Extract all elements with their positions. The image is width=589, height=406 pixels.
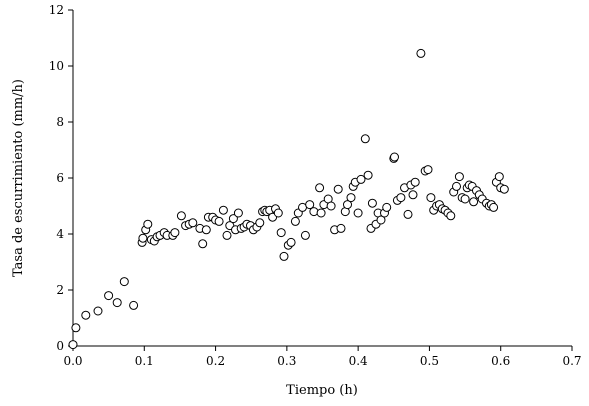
data-point — [68, 340, 78, 350]
y-tick-label: 4 — [56, 227, 64, 241]
data-point — [356, 174, 366, 184]
data-point — [129, 300, 139, 310]
data-point — [218, 205, 228, 215]
data-point — [222, 230, 232, 240]
data-point — [343, 200, 352, 210]
data-point — [214, 216, 224, 226]
data-point — [469, 197, 479, 207]
data-point — [273, 208, 283, 218]
data-point — [93, 306, 103, 316]
data-point — [410, 177, 420, 187]
x-tick-label: 0.5 — [420, 354, 439, 368]
data-point — [454, 172, 464, 182]
data-point — [300, 230, 310, 240]
x-ticks: 0.0 0.1 0.2 0.3 0.4 0.5 0.6 0.7 — [63, 346, 582, 368]
data-point — [360, 134, 370, 144]
data-point — [315, 183, 325, 193]
data-point — [426, 193, 436, 203]
data-point — [201, 225, 211, 235]
y-tick-label: 8 — [56, 115, 64, 129]
data-point — [188, 218, 198, 228]
data-point — [403, 209, 413, 219]
data-point — [143, 219, 153, 229]
y-tick-label: 2 — [56, 283, 64, 297]
data-point — [81, 310, 91, 320]
y-tick-label: 6 — [56, 171, 64, 185]
data-point — [390, 152, 399, 162]
x-tick-label: 0.6 — [491, 354, 510, 368]
data-point — [233, 208, 243, 218]
data-point — [452, 181, 461, 191]
data-point — [408, 190, 418, 200]
data-points — [68, 48, 509, 350]
data-point — [423, 165, 433, 175]
data-point — [305, 200, 315, 210]
data-point — [376, 215, 386, 225]
x-tick-label: 0.7 — [562, 354, 581, 368]
data-point — [446, 211, 456, 221]
data-point — [396, 193, 406, 203]
data-point — [290, 216, 300, 226]
data-point — [104, 291, 114, 301]
data-point — [336, 223, 346, 233]
x-tick-label: 0.0 — [63, 354, 82, 368]
data-point — [382, 202, 392, 212]
data-point — [276, 228, 286, 238]
data-point — [279, 251, 289, 261]
data-point — [494, 172, 504, 182]
x-axis-title: Tiempo (h) — [286, 383, 358, 398]
y-tick-label: 12 — [49, 3, 64, 17]
x-tick-label: 0.1 — [135, 354, 154, 368]
data-point — [71, 323, 81, 333]
x-tick-label: 0.4 — [349, 354, 368, 368]
data-point — [255, 218, 265, 228]
y-ticks: 0 2 4 6 8 10 12 — [49, 3, 73, 353]
x-tick-label: 0.2 — [206, 354, 225, 368]
data-point — [499, 184, 509, 194]
data-point — [346, 193, 356, 203]
data-point — [367, 198, 377, 208]
data-point — [460, 194, 470, 204]
y-tick-label: 10 — [49, 59, 64, 73]
data-point — [333, 184, 343, 194]
data-point — [176, 211, 186, 221]
data-point — [316, 208, 326, 218]
data-point — [286, 237, 296, 247]
y-tick-label: 0 — [56, 339, 64, 353]
data-point — [353, 208, 363, 218]
data-point — [309, 207, 319, 217]
data-point — [138, 233, 148, 243]
data-point — [363, 170, 373, 180]
data-point — [112, 298, 122, 308]
data-point — [489, 202, 499, 212]
data-point — [119, 277, 129, 287]
y-axis-title: Tasa de escurrimiento (mm/h) — [11, 79, 26, 277]
data-point — [170, 228, 180, 238]
data-point — [416, 48, 426, 58]
data-point — [228, 214, 238, 224]
data-point — [326, 201, 336, 211]
x-tick-label: 0.3 — [277, 354, 296, 368]
data-point — [198, 239, 208, 249]
